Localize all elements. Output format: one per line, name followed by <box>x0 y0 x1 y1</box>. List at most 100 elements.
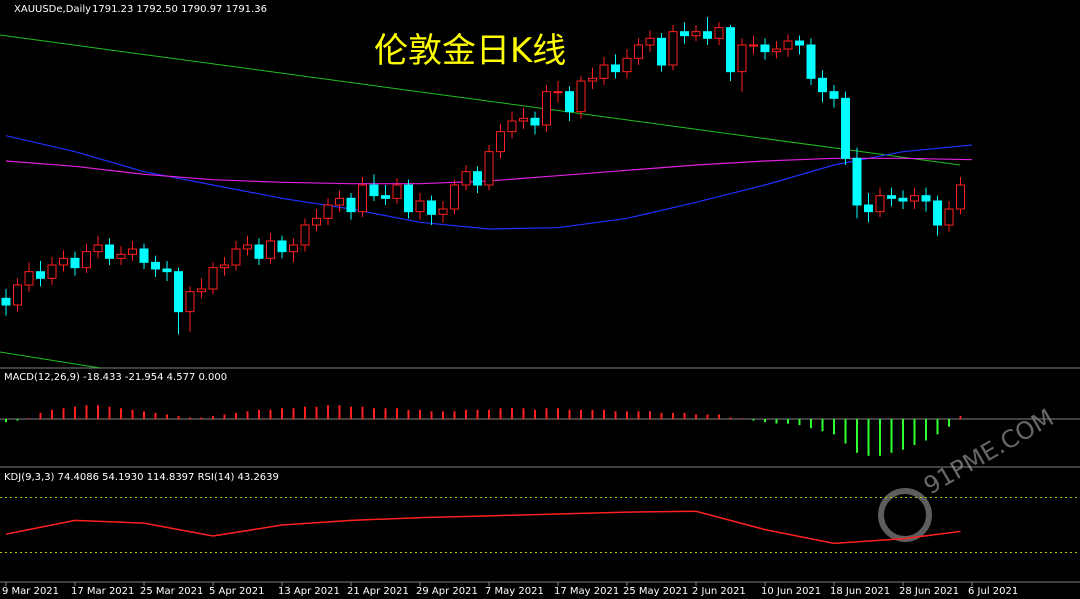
candle-body <box>151 261 160 270</box>
candle-body <box>323 204 333 219</box>
candle-body <box>726 27 735 73</box>
candle-body <box>300 224 310 246</box>
candle-body <box>588 77 597 82</box>
x-tick-label: 2 Jun 2021 <box>692 586 746 597</box>
candle-body <box>760 44 770 53</box>
candle-body <box>208 267 218 290</box>
candle-body <box>645 37 655 46</box>
candle-body <box>128 248 137 255</box>
candle-body <box>220 264 229 269</box>
candle-body <box>622 57 632 73</box>
candle-body <box>668 31 678 66</box>
x-tick-label: 21 Apr 2021 <box>347 586 409 597</box>
trend-line <box>0 351 101 369</box>
rsi-line <box>5 510 961 545</box>
candle-body <box>277 240 287 253</box>
x-tick-label: 25 May 2021 <box>623 586 688 597</box>
candle-body <box>898 197 908 202</box>
candle-body <box>461 171 471 186</box>
candle-body <box>829 91 839 99</box>
candle-body <box>933 200 942 226</box>
candle-body <box>542 91 551 126</box>
candle-body <box>703 31 712 39</box>
candle-body <box>910 195 919 202</box>
candle-body <box>381 195 390 199</box>
candle-body <box>783 40 793 50</box>
candle-body <box>565 91 574 113</box>
candle-body <box>36 271 45 279</box>
candle-body <box>714 27 724 39</box>
candle-body <box>680 31 689 37</box>
x-tick-label: 7 May 2021 <box>485 586 544 597</box>
candle-body <box>369 184 379 197</box>
candle-body <box>921 195 931 202</box>
candle-body <box>70 257 80 269</box>
candle-body <box>519 117 528 122</box>
candle-body <box>335 197 344 206</box>
quote-label: 1791.23 1792.50 1790.97 1791.36 <box>92 4 267 15</box>
candle-body <box>162 268 172 273</box>
candle-body <box>197 288 206 293</box>
candle-body <box>47 264 57 279</box>
macd-label: MACD(12,26,9) -18.433 -21.954 4.577 0.00… <box>4 372 227 383</box>
candle-body <box>312 217 321 226</box>
candle-body <box>174 271 183 313</box>
candle-body <box>254 244 264 259</box>
x-tick-label: 9 Mar 2021 <box>2 586 59 597</box>
candle-body <box>875 195 885 213</box>
candle-body <box>427 200 436 215</box>
candle-body <box>392 184 402 199</box>
candle-body <box>737 44 747 73</box>
candle-body <box>24 271 34 286</box>
x-tick-label: 17 Mar 2021 <box>71 586 134 597</box>
candle-body <box>864 204 873 213</box>
candle-body <box>772 48 781 53</box>
x-tick-label: 17 May 2021 <box>554 586 619 597</box>
candle-body <box>576 80 586 113</box>
candle-body <box>116 253 126 259</box>
candle-body <box>346 197 356 213</box>
candle-body <box>358 184 367 213</box>
candle-body <box>657 37 666 66</box>
candle-body <box>450 184 459 210</box>
candle-body <box>553 91 563 94</box>
candle-body <box>887 195 896 199</box>
candle-body <box>691 31 701 37</box>
candle-body <box>944 208 954 226</box>
candle-body <box>611 64 620 73</box>
x-tick-label: 28 Jun 2021 <box>899 586 959 597</box>
candle-body <box>59 257 68 266</box>
symbol-label: XAUUSDe,Daily <box>14 4 91 15</box>
candle-body <box>841 97 850 159</box>
candle-body <box>634 44 643 59</box>
candle-body <box>507 120 517 133</box>
candle-body <box>438 208 448 215</box>
x-tick-label: 10 Jun 2021 <box>761 586 821 597</box>
candle-body <box>473 171 482 186</box>
x-tick-label: 25 Mar 2021 <box>140 586 203 597</box>
candle-body <box>82 251 91 269</box>
candle-body <box>404 184 413 213</box>
x-tick-label: 29 Apr 2021 <box>416 586 478 597</box>
trend-line <box>0 34 961 166</box>
chart-title: 伦敦金日K线 <box>374 31 566 71</box>
x-tick-label: 18 Jun 2021 <box>830 586 890 597</box>
candle-body <box>852 157 862 206</box>
candle-body <box>599 64 609 79</box>
x-tick-label: 6 Jul 2021 <box>968 586 1018 597</box>
candle-body <box>1 297 11 306</box>
candle-body <box>530 117 540 126</box>
candle-body <box>243 244 252 250</box>
kdj-label: KDJ(9,3,3) 74.4086 54.1930 114.8397 RSI(… <box>4 472 279 483</box>
candle-body <box>415 200 425 213</box>
candle-body <box>139 248 149 263</box>
candle-body <box>93 244 103 253</box>
candle-body <box>795 40 804 46</box>
x-tick-label: 5 Apr 2021 <box>209 586 264 597</box>
candle-body <box>105 244 114 259</box>
candle-body <box>13 284 22 306</box>
candle-body <box>484 151 494 186</box>
candle-body <box>818 77 827 93</box>
